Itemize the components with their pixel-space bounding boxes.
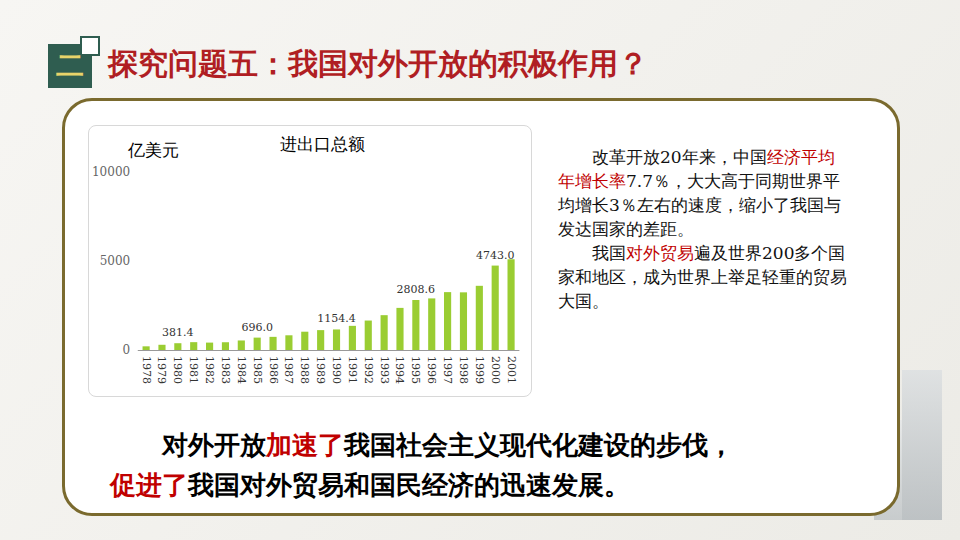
svg-text:1994: 1994 (393, 356, 406, 384)
svg-text:1980: 1980 (171, 356, 184, 384)
svg-text:1154.4: 1154.4 (317, 312, 356, 325)
svg-text:1984: 1984 (235, 356, 248, 384)
svg-text:5000: 5000 (100, 254, 131, 268)
svg-text:亿美元: 亿美元 (127, 140, 179, 160)
html-text:我国对外贸易遍及世界200多个国家和地区，成为世界上举足轻重: 我国对外贸易遍及世界200多个国家和地区，成为世界上举足轻重的贸易大国。 (558, 243, 847, 311)
svg-text:696.0: 696.0 (241, 321, 273, 334)
svg-text:1993: 1993 (378, 356, 391, 384)
svg-text:进出口总额: 进出口总额 (280, 134, 365, 154)
html-text:探究问题五：我国对外开放的积极作用？: 探究问题五：我国对外开放的积极作用？ (108, 46, 648, 81)
svg-text:1979: 1979 (155, 356, 168, 384)
svg-text:1991: 1991 (346, 356, 359, 384)
html-text:对外开放加速了我国社会主义现代化建设的步伐，: 对外开放加速了我国社会主义现代化建设的步伐， (162, 430, 734, 460)
svg-text:1981: 1981 (187, 356, 200, 384)
svg-text:1992: 1992 (362, 356, 375, 384)
html-text:促进了我国对外贸易和国民经济的迅速发展。: 促进了我国对外贸易和国民经济的迅速发展。 (110, 470, 630, 500)
html-text:改革开放20年来，中国经济平均年增长率7.7％，大大高于同期: 改革开放20年来，中国经济平均年增长率7.7％，大大高于同期世界平均增长3％左右… (558, 147, 841, 239)
svg-text:1985: 1985 (251, 356, 264, 384)
svg-text:1983: 1983 (219, 356, 232, 384)
svg-text:1995: 1995 (409, 356, 422, 384)
svg-text:1989: 1989 (314, 356, 327, 384)
svg-text:1988: 1988 (298, 356, 311, 384)
svg-text:0: 0 (123, 343, 131, 357)
svg-text:2001: 2001 (505, 356, 518, 384)
svg-text:10000: 10000 (92, 165, 130, 179)
svg-text:2000: 2000 (489, 356, 502, 384)
svg-text:1996: 1996 (425, 356, 438, 384)
svg-text:4743.0: 4743.0 (476, 249, 514, 262)
svg-text:1999: 1999 (473, 356, 486, 384)
svg-text:1997: 1997 (441, 356, 454, 384)
svg-text:1987: 1987 (282, 356, 295, 384)
svg-text:2808.6: 2808.6 (397, 283, 436, 296)
svg-text:1986: 1986 (267, 356, 280, 384)
svg-text:1978: 1978 (140, 356, 153, 384)
svg-text:1990: 1990 (330, 356, 343, 384)
html-text:二: 二 (56, 49, 84, 82)
svg-text:1982: 1982 (203, 356, 216, 384)
svg-text:381.4: 381.4 (162, 326, 194, 339)
svg-text:1998: 1998 (457, 356, 470, 384)
